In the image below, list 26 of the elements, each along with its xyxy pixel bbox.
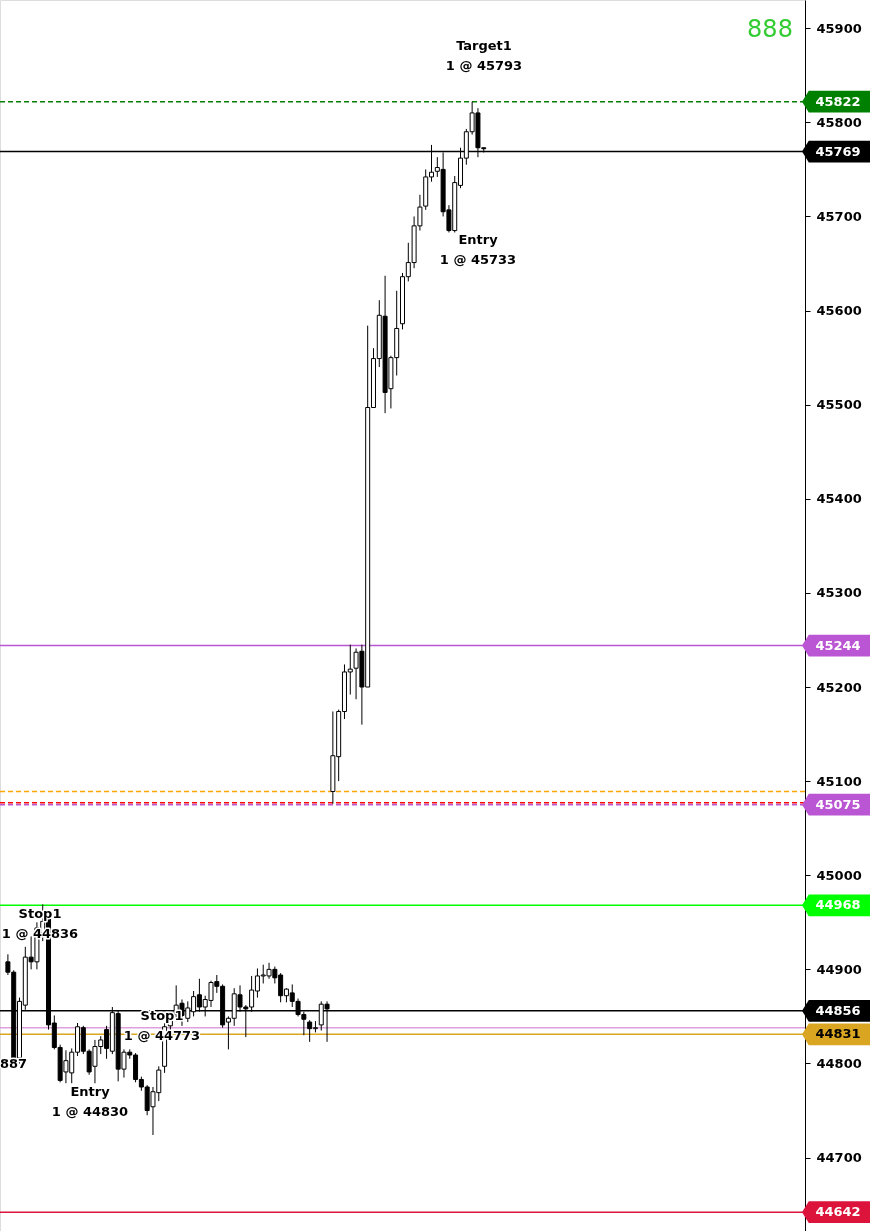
y-tick-label: 45100 bbox=[816, 773, 862, 789]
y-tick-label: 45600 bbox=[816, 303, 862, 319]
y-tick-label: 45500 bbox=[816, 397, 862, 413]
ref-line-label: 44968 bbox=[815, 897, 861, 913]
y-tick-label: 45900 bbox=[816, 20, 862, 36]
ref-line-label: 45769 bbox=[815, 143, 861, 159]
ref-line-label: 45244 bbox=[815, 637, 861, 653]
annotation: Entry 1 @ 45733 bbox=[439, 232, 517, 267]
y-tick-label: 45300 bbox=[816, 585, 862, 601]
y-tick-label: 44800 bbox=[816, 1055, 862, 1071]
ref-line-label: 44856 bbox=[815, 1002, 861, 1018]
ref-line-label: 45822 bbox=[815, 93, 861, 109]
annotation: 888 bbox=[747, 15, 793, 43]
ref-line-label: 45075 bbox=[815, 796, 861, 812]
annotation: Target1 1 @ 45793 bbox=[445, 38, 523, 73]
annotation: Entry 1 @ 44830 bbox=[51, 1084, 129, 1119]
y-tick-label: 45400 bbox=[816, 491, 862, 507]
annotation: 887 bbox=[0, 1056, 28, 1071]
y-tick-label: 45700 bbox=[816, 208, 862, 224]
y-tick-label: 45800 bbox=[816, 114, 862, 130]
ref-line-label: 44642 bbox=[815, 1204, 861, 1220]
y-tick-label: 44900 bbox=[816, 961, 862, 977]
y-tick-label: 45200 bbox=[816, 679, 862, 695]
y-tick-label: 44700 bbox=[816, 1150, 862, 1166]
y-tick-label: 45000 bbox=[816, 867, 862, 883]
ref-line-label: 44831 bbox=[815, 1026, 861, 1042]
